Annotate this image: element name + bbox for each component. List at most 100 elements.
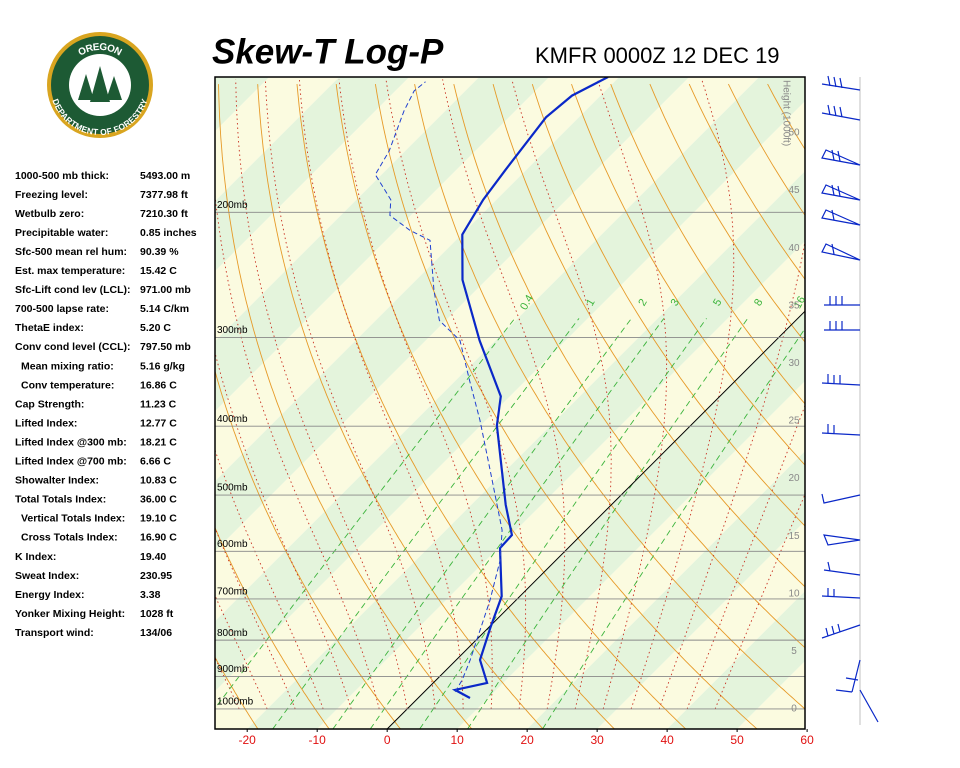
x-tick-label: 30 bbox=[590, 733, 604, 747]
index-label: Lifted Index @700 mb: bbox=[15, 456, 127, 468]
x-tick-label: 20 bbox=[520, 733, 534, 747]
height-tick-label: 10 bbox=[788, 588, 800, 599]
logo-top-path: OREGON bbox=[76, 41, 123, 58]
plot-frame bbox=[214, 76, 806, 730]
barb bbox=[821, 104, 861, 121]
moist-adiabat bbox=[630, 79, 735, 710]
mixing-ratio-line bbox=[369, 318, 665, 729]
index-label: K Index: bbox=[15, 551, 56, 563]
index-value: 90.39 % bbox=[140, 246, 179, 258]
barb bbox=[821, 184, 861, 201]
barb bbox=[821, 623, 861, 639]
height-tick-label: 45 bbox=[788, 185, 800, 196]
index-label: Est. max temperature: bbox=[15, 265, 125, 277]
barb bbox=[823, 561, 861, 576]
mixing-ratio-line bbox=[467, 318, 749, 729]
index-value: 797.50 mb bbox=[140, 341, 191, 353]
dry-adiabat bbox=[215, 656, 259, 729]
index-value: 134/06 bbox=[140, 627, 172, 639]
chart-title: Skew-T Log-P bbox=[212, 32, 444, 71]
index-value: 18.21 C bbox=[140, 436, 177, 448]
isotherm-band bbox=[215, 77, 805, 692]
isotherm-band bbox=[457, 381, 805, 729]
moist-adiabat bbox=[235, 79, 408, 710]
plot-lines bbox=[215, 77, 960, 729]
moist-adiabat bbox=[686, 404, 805, 710]
mixing-ratio-line bbox=[419, 318, 707, 729]
index-label: 1000-500 mb thick: bbox=[15, 170, 109, 182]
index-value: 230.95 bbox=[140, 570, 172, 582]
index-label: Energy Index: bbox=[15, 589, 84, 601]
index-label: Precipitable water: bbox=[15, 227, 108, 239]
x-tick-label: -10 bbox=[309, 733, 327, 747]
mixing-ratio-line bbox=[215, 318, 516, 710]
index-label: Sweat Index: bbox=[15, 570, 79, 582]
index-value: 3.38 bbox=[140, 589, 161, 601]
x-tick-label: 40 bbox=[660, 733, 674, 747]
barb bbox=[835, 659, 879, 723]
index-value: 971.00 mb bbox=[140, 284, 191, 296]
index-value: 6.66 C bbox=[140, 456, 171, 468]
index-label: ThetaE index: bbox=[15, 322, 84, 334]
y-tick-label: 300mb bbox=[217, 325, 248, 336]
axis-labels: 0.4 1 2 3 5 8 161000mb900mb800mb700mb600mb500m… bbox=[217, 80, 814, 747]
index-label: Transport wind: bbox=[15, 627, 94, 639]
mixing-ratio-label: 5 bbox=[711, 297, 724, 308]
height-tick-label: 50 bbox=[788, 128, 800, 139]
dry-adiabat bbox=[610, 83, 805, 405]
zero-isotherm bbox=[386, 310, 805, 729]
index-value: 7377.98 ft bbox=[140, 189, 188, 201]
dry-adiabat bbox=[571, 83, 805, 466]
mixing-ratio-label: 3 bbox=[669, 297, 682, 308]
index-value: 7210.30 ft bbox=[140, 208, 188, 220]
index-label: Vertical Totals Index: bbox=[21, 513, 125, 525]
height-tick-label: 35 bbox=[788, 300, 800, 311]
dry-adiabat bbox=[531, 83, 805, 527]
logo-trees bbox=[78, 66, 122, 102]
index-label: Mean mixing ratio: bbox=[21, 360, 114, 372]
isotherm-band bbox=[597, 521, 805, 729]
moist-adiabat bbox=[215, 190, 380, 710]
index-label: Wetbulb zero: bbox=[15, 208, 84, 220]
height-tick-label: 40 bbox=[788, 243, 800, 254]
height-tick-label: 15 bbox=[788, 531, 800, 542]
barb bbox=[821, 209, 861, 226]
dewpoint-profile bbox=[374, 81, 503, 693]
height-tick-label: 0 bbox=[791, 704, 797, 715]
index-value: 36.00 C bbox=[140, 494, 177, 506]
barb bbox=[823, 534, 861, 546]
barb bbox=[821, 374, 861, 386]
barb bbox=[821, 493, 861, 504]
dry-adiabat bbox=[885, 84, 960, 729]
barb bbox=[821, 243, 861, 261]
index-value: 10.83 C bbox=[140, 475, 177, 487]
y-tick-label: 800mb bbox=[217, 628, 248, 639]
index-label: Lifted Index @300 mb: bbox=[15, 436, 127, 448]
dry-adiabat bbox=[925, 84, 960, 729]
isotherm-band bbox=[247, 171, 805, 729]
isotherm-band bbox=[317, 241, 805, 729]
y-tick-label: 200mb bbox=[217, 200, 248, 211]
x-tick-label: 10 bbox=[450, 733, 464, 747]
index-label: Total Totals Index: bbox=[15, 494, 106, 506]
barb bbox=[824, 321, 860, 331]
index-value: 19.40 bbox=[140, 551, 166, 563]
index-value: 5.16 g/kg bbox=[140, 360, 185, 372]
index-label: Lifted Index: bbox=[15, 417, 77, 429]
mixing-ratio-label: 2 bbox=[636, 297, 649, 308]
logo: OREGON DEPARTMENT OF FORESTRY bbox=[47, 32, 153, 138]
moist-adiabat bbox=[385, 79, 527, 710]
index-value: 1028 ft bbox=[140, 608, 174, 620]
height-tick-label: 5 bbox=[791, 646, 797, 657]
index-label: 700-500 lapse rate: bbox=[15, 303, 109, 315]
index-value: 11.23 C bbox=[140, 398, 177, 410]
dry-adiabat bbox=[846, 84, 960, 729]
barb bbox=[821, 75, 861, 91]
index-label: Conv temperature: bbox=[21, 379, 114, 391]
mixing-ratio-label: 8 bbox=[752, 297, 765, 308]
indices-table: 1000-500 mb thick: 5493.00 m Freezing leve… bbox=[15, 170, 197, 639]
moist-adiabat bbox=[442, 79, 566, 710]
index-label: Cross Totals Index: bbox=[21, 532, 118, 544]
barb bbox=[821, 588, 861, 599]
